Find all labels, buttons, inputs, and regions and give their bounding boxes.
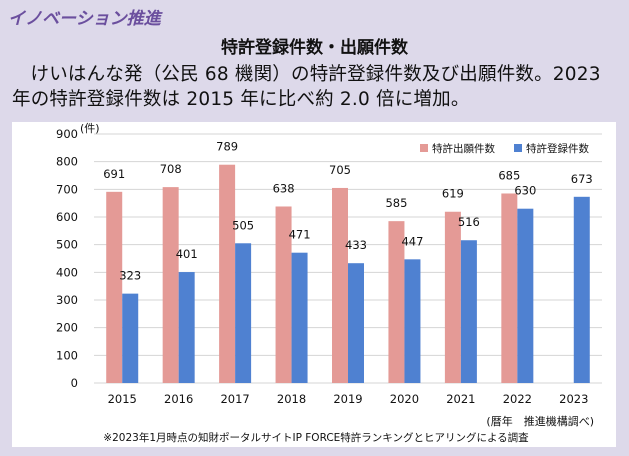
x-tick-label: 2017 (220, 392, 249, 406)
data-label: 433 (345, 238, 367, 252)
y-tick-label: 0 (71, 376, 78, 390)
bars (106, 164, 590, 383)
y-tick-label: 700 (56, 182, 78, 196)
chart-panel: 0 100 200 300 400 500 600 700 800 900 691 323 708 40… (12, 122, 616, 447)
legend-swatch (514, 144, 522, 152)
x-tick-label: 2022 (503, 392, 532, 406)
patent-bar-chart: 0 100 200 300 400 500 600 700 800 900 691 323 708 40… (56, 122, 602, 444)
data-label: 630 (514, 184, 536, 198)
x-tick-label: 2023 (559, 392, 588, 406)
data-label: 705 (329, 163, 351, 177)
x-tick-label: 2016 (164, 392, 193, 406)
legend: 特許出願件数 特許登録件数 (420, 142, 589, 155)
x-tick-label: 2015 (108, 392, 137, 406)
data-label: 401 (176, 247, 198, 261)
section-tag: イノベーション推進 (8, 9, 161, 29)
bar (517, 208, 534, 383)
bar (501, 193, 518, 383)
x-tick-label: 2019 (333, 392, 362, 406)
y-tick-label: 900 (56, 127, 78, 141)
y-tick-label: 400 (56, 265, 78, 279)
bar (291, 252, 308, 383)
bar (460, 240, 477, 383)
legend-swatch (420, 144, 428, 152)
data-label: 447 (401, 234, 423, 248)
bar (348, 263, 364, 383)
bar (122, 293, 139, 383)
bar (162, 187, 179, 383)
y-axis-unit-label: (件) (80, 122, 100, 135)
data-label: 685 (498, 168, 520, 182)
bar (573, 196, 590, 383)
data-label: 516 (458, 215, 480, 229)
bar (106, 191, 123, 383)
data-label: 619 (442, 187, 464, 201)
y-tick-label: 100 (56, 348, 78, 362)
y-tick-label: 800 (56, 155, 78, 169)
y-axis: 0 100 200 300 400 500 600 700 800 900 (56, 127, 78, 390)
bar (178, 272, 195, 383)
x-axis: 2015 2016 2017 2018 2019 2020 2021 2022 2023 (108, 392, 589, 406)
data-label: 789 (216, 140, 238, 154)
bar (404, 259, 421, 383)
x-tick-label: 2021 (446, 392, 475, 406)
data-label: 471 (289, 228, 311, 242)
y-tick-label: 200 (56, 321, 78, 335)
legend-label: 特許出願件数 (432, 142, 495, 155)
bar (444, 211, 461, 383)
data-label: 708 (160, 162, 182, 176)
y-tick-label: 300 (56, 293, 78, 307)
bar (388, 221, 405, 383)
data-label: 638 (273, 181, 295, 195)
data-label: 585 (385, 196, 407, 210)
data-label: 673 (571, 172, 593, 186)
page-title: 特許登録件数・出願件数 (221, 38, 408, 58)
y-tick-label: 600 (56, 210, 78, 224)
description-paragraph: けいはんな発（公民 68 機関）の特許登録件数及び出願件数。2023 年の特許登… (12, 64, 601, 110)
data-labels: 691 323 708 401 789 505 638 471 705 433 585 447 619 5… (103, 140, 593, 283)
bar (332, 187, 348, 383)
y-tick-label: 500 (56, 238, 78, 252)
footnote: ※2023年1月時点の知財ポータルサイトIP FORCE特許ランキングとヒアリン… (103, 431, 529, 444)
bar (219, 164, 236, 383)
x-tick-label: 2020 (390, 392, 419, 406)
bar (275, 206, 292, 383)
x-tick-label: 2018 (277, 392, 306, 406)
data-label: 323 (119, 269, 141, 283)
legend-label: 特許登録件数 (526, 142, 589, 155)
source-note: (暦年 推進機構調べ) (486, 414, 594, 428)
data-label: 691 (103, 167, 125, 181)
data-label: 505 (232, 218, 254, 232)
bar (235, 243, 252, 383)
